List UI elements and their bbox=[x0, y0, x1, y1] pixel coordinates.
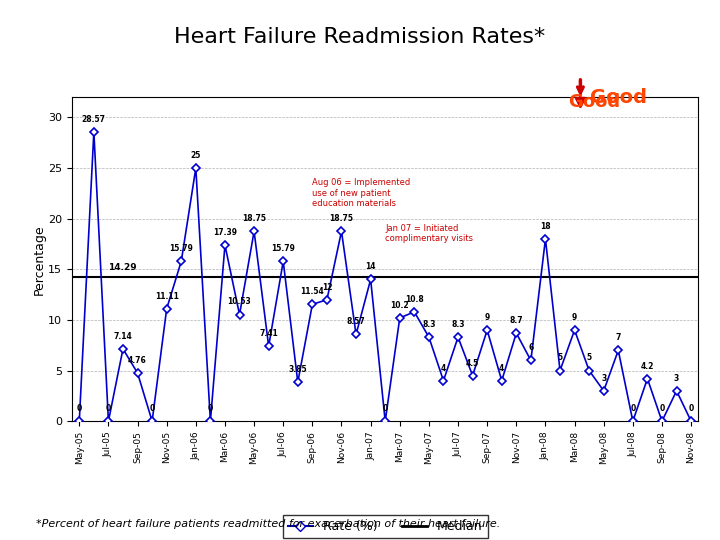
Text: 3: 3 bbox=[601, 374, 606, 383]
Text: 8.3: 8.3 bbox=[422, 320, 436, 329]
Text: 12: 12 bbox=[322, 282, 332, 292]
Text: 0: 0 bbox=[630, 404, 636, 413]
Y-axis label: Percentage: Percentage bbox=[32, 224, 45, 294]
Text: 25: 25 bbox=[191, 151, 201, 160]
Text: 0: 0 bbox=[76, 404, 82, 413]
Text: 11.54: 11.54 bbox=[300, 287, 324, 296]
Text: 0: 0 bbox=[660, 404, 665, 413]
Text: 15.79: 15.79 bbox=[169, 244, 193, 253]
Text: Good: Good bbox=[568, 93, 620, 111]
Text: 18: 18 bbox=[540, 222, 551, 231]
Text: 0: 0 bbox=[150, 404, 155, 413]
Text: Jan 07 = Initiated
complimentary visits: Jan 07 = Initiated complimentary visits bbox=[385, 224, 473, 243]
Text: *Percent of heart failure patients readmitted for exacerbation of their heart fa: *Percent of heart failure patients readm… bbox=[36, 519, 500, 529]
Text: 8.57: 8.57 bbox=[347, 318, 366, 326]
Text: 4: 4 bbox=[499, 363, 505, 373]
Text: 10.53: 10.53 bbox=[228, 298, 251, 307]
Text: 18.75: 18.75 bbox=[242, 214, 266, 223]
Text: 4.5: 4.5 bbox=[466, 359, 480, 368]
Text: 0: 0 bbox=[382, 404, 388, 413]
Text: 5: 5 bbox=[587, 354, 592, 362]
Text: 17.39: 17.39 bbox=[213, 228, 237, 237]
Text: 10.2: 10.2 bbox=[390, 301, 409, 310]
Text: 4.76: 4.76 bbox=[128, 356, 147, 365]
Text: 8.3: 8.3 bbox=[451, 320, 465, 329]
Text: 15.79: 15.79 bbox=[271, 244, 295, 253]
Text: 4: 4 bbox=[441, 363, 446, 373]
Text: 3: 3 bbox=[674, 374, 679, 383]
Text: 5: 5 bbox=[557, 354, 562, 362]
Text: Heart Failure Readmission Rates*: Heart Failure Readmission Rates* bbox=[174, 27, 546, 47]
Text: 3.85: 3.85 bbox=[289, 365, 307, 374]
Text: 14.29: 14.29 bbox=[109, 264, 137, 273]
Text: 14: 14 bbox=[365, 262, 376, 271]
Text: 18.75: 18.75 bbox=[330, 214, 354, 223]
Text: 8.7: 8.7 bbox=[510, 316, 523, 325]
Text: 0: 0 bbox=[688, 404, 694, 413]
Text: 7.14: 7.14 bbox=[114, 332, 132, 341]
Text: 9: 9 bbox=[572, 313, 577, 322]
Text: 0: 0 bbox=[106, 404, 111, 413]
Text: 6: 6 bbox=[528, 343, 534, 353]
Text: 7: 7 bbox=[616, 333, 621, 342]
Text: 7.41: 7.41 bbox=[259, 329, 278, 338]
Legend: Rate (%), Median: Rate (%), Median bbox=[282, 515, 488, 538]
Text: 0: 0 bbox=[208, 404, 213, 413]
Text: 4.2: 4.2 bbox=[641, 362, 654, 370]
Text: 11.11: 11.11 bbox=[155, 292, 179, 301]
Text: 28.57: 28.57 bbox=[82, 115, 106, 124]
Text: 10.8: 10.8 bbox=[405, 295, 423, 303]
Text: Aug 06 = Implemented
use of new patient
education materials: Aug 06 = Implemented use of new patient … bbox=[312, 178, 410, 208]
Text: 9: 9 bbox=[485, 313, 490, 322]
Text: Good: Good bbox=[590, 87, 647, 107]
